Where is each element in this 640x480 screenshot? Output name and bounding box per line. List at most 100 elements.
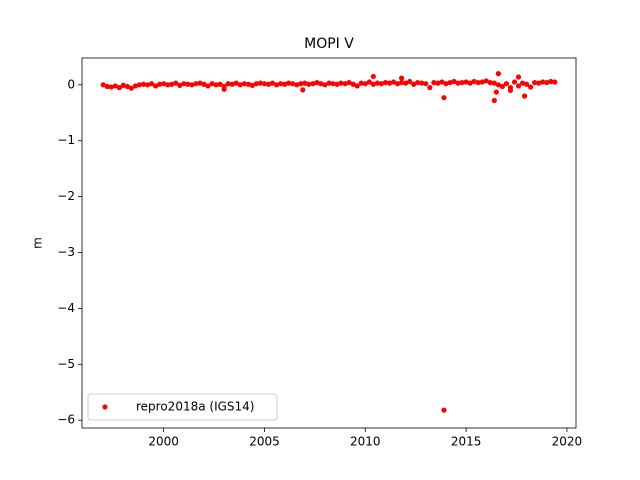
data-point xyxy=(354,83,360,89)
data-point xyxy=(233,80,239,86)
data-point xyxy=(403,80,409,86)
data-point xyxy=(386,80,393,86)
data-point xyxy=(491,97,497,104)
data-point xyxy=(441,95,447,101)
data-point xyxy=(521,93,528,99)
data-point xyxy=(290,81,296,87)
data-point xyxy=(278,81,284,87)
data-point xyxy=(441,407,447,413)
data-point xyxy=(459,79,465,86)
data-point xyxy=(491,80,497,86)
data-point xyxy=(189,82,195,88)
data-point xyxy=(493,89,499,95)
data-point xyxy=(310,81,316,87)
x-tick-label: 2020 xyxy=(552,435,583,449)
data-point xyxy=(330,81,336,87)
data-point xyxy=(257,80,264,86)
data-point xyxy=(471,78,477,85)
data-point xyxy=(536,80,542,86)
data-point xyxy=(173,80,179,86)
data-point xyxy=(140,81,147,87)
data-point xyxy=(394,81,401,87)
data-point xyxy=(148,81,155,87)
data-point xyxy=(548,78,554,85)
data-point xyxy=(378,81,385,87)
data-point xyxy=(519,80,526,86)
data-point xyxy=(205,83,211,89)
y-tick-label: −4 xyxy=(57,301,75,315)
data-point xyxy=(221,86,227,92)
data-point xyxy=(390,79,397,85)
data-point xyxy=(124,83,130,90)
data-point xyxy=(370,73,376,80)
data-point xyxy=(370,81,376,87)
data-point xyxy=(451,78,457,85)
data-point xyxy=(366,79,372,85)
data-point xyxy=(439,79,445,85)
data-point xyxy=(213,82,219,88)
data-point xyxy=(447,79,453,86)
data-point xyxy=(237,82,243,88)
data-point xyxy=(483,78,489,84)
data-point xyxy=(342,81,348,87)
data-point xyxy=(197,80,203,86)
data-point xyxy=(318,81,324,87)
data-point xyxy=(181,81,187,87)
data-point xyxy=(528,84,534,90)
data-point xyxy=(116,85,122,91)
data-point xyxy=(338,80,344,86)
data-point xyxy=(165,82,171,88)
data-point xyxy=(161,81,167,87)
data-point xyxy=(374,80,380,86)
data-point xyxy=(302,80,308,86)
data-point xyxy=(136,82,143,88)
data-point xyxy=(515,83,522,89)
data-point xyxy=(524,81,530,87)
data-point xyxy=(253,81,260,87)
data-point xyxy=(544,79,550,86)
data-point xyxy=(334,81,340,87)
data-point xyxy=(265,81,272,87)
data-point xyxy=(540,79,546,85)
data-point xyxy=(411,81,417,87)
y-tick-label: −6 xyxy=(57,413,75,427)
data-point xyxy=(495,71,501,77)
data-point xyxy=(108,84,114,90)
data-point xyxy=(152,83,159,89)
data-point xyxy=(193,81,199,87)
data-point xyxy=(229,81,235,87)
data-point xyxy=(463,79,469,85)
chart-title: MOPI V xyxy=(304,36,354,52)
data-point xyxy=(300,87,306,93)
data-point xyxy=(415,79,421,86)
data-point xyxy=(511,79,518,85)
x-tick-label: 2010 xyxy=(350,435,381,449)
data-point xyxy=(245,81,251,87)
plot-frame xyxy=(81,57,577,429)
data-point xyxy=(358,80,364,86)
x-tick-label: 2000 xyxy=(148,435,179,449)
data-point xyxy=(443,81,449,87)
data-point xyxy=(475,79,481,86)
data-point xyxy=(350,81,356,87)
data-point xyxy=(298,81,304,87)
y-tick-label: −5 xyxy=(57,357,75,371)
data-point xyxy=(423,81,429,87)
data-point xyxy=(225,81,231,87)
data-point xyxy=(132,83,139,89)
data-point xyxy=(217,81,223,87)
data-point xyxy=(532,79,538,86)
data-point xyxy=(503,81,510,87)
x-tick-label: 2015 xyxy=(451,435,482,449)
legend-label: repro2018a (IGS14) xyxy=(136,400,254,414)
data-point xyxy=(552,79,558,85)
data-point xyxy=(286,80,292,86)
data-point xyxy=(112,83,118,89)
data-point xyxy=(435,80,441,86)
y-tick-label: −3 xyxy=(57,245,75,259)
data-point xyxy=(326,80,332,86)
data-point xyxy=(241,81,247,87)
data-point xyxy=(100,82,106,88)
data-point xyxy=(314,79,320,86)
data-point xyxy=(382,79,389,86)
